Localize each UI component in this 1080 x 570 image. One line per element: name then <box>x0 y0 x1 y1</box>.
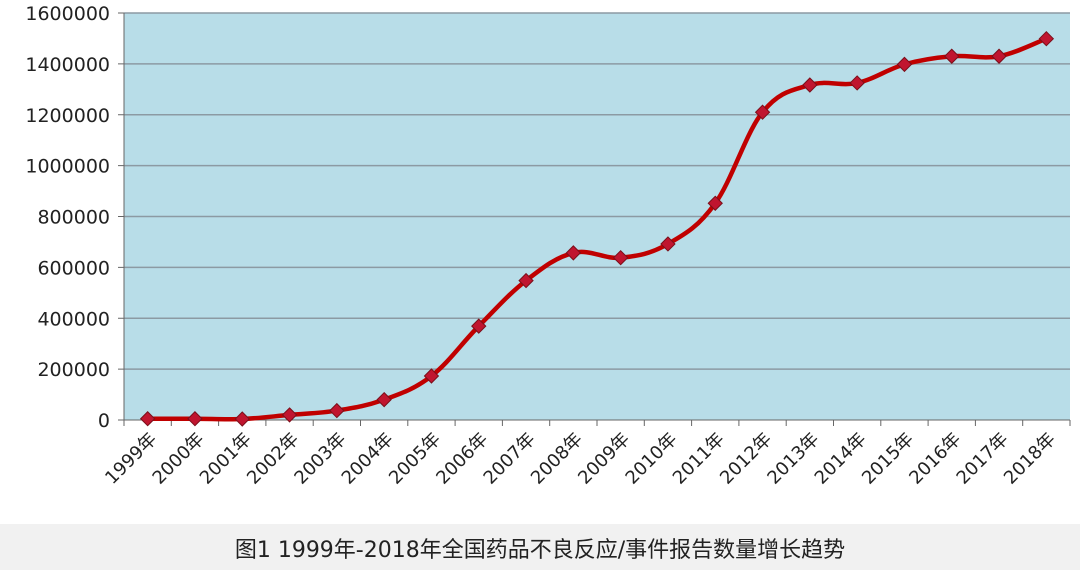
data-point-marker <box>518 272 534 289</box>
x-tick-label: 2014年 <box>811 429 871 489</box>
x-tick-label: 2013年 <box>763 429 823 489</box>
y-tick-label: 1600000 <box>25 3 110 25</box>
y-tick-label: 200000 <box>37 359 110 381</box>
gridlines <box>118 12 1070 421</box>
x-tick-label: 2015年 <box>858 429 918 489</box>
y-axis-tick-labels: 0 200000 400000 600000 800000 1000000 1200000 1… <box>25 3 110 432</box>
y-tick-label: 1400000 <box>25 54 110 76</box>
data-point-marker <box>707 195 723 211</box>
x-tick-label: 2004年 <box>338 429 398 489</box>
y-tick-label: 1200000 <box>25 105 110 127</box>
x-tick-label: 2010年 <box>622 429 682 489</box>
data-point-marker <box>423 368 440 384</box>
x-tick-label: 2002年 <box>243 429 303 489</box>
data-point-marker <box>896 56 913 73</box>
x-tick-label: 2012年 <box>716 429 776 489</box>
data-point-marker <box>754 104 771 120</box>
x-axis-tick-labels: 1999年2000年2001年2002年2003年2004年2005年2006年… <box>101 429 1060 489</box>
data-point-marker <box>281 407 298 423</box>
axes <box>123 13 1071 426</box>
x-tick-label: 2011年 <box>669 429 729 489</box>
data-point-marker <box>1038 30 1055 47</box>
x-tick-label: 2005年 <box>385 429 445 489</box>
data-point-marker <box>565 245 582 261</box>
x-tick-label: 2003年 <box>290 429 350 489</box>
data-point-marker <box>944 48 960 64</box>
y-tick-label: 600000 <box>37 257 110 279</box>
series-path <box>147 36 1048 422</box>
x-tick-label: 2000年 <box>149 429 209 489</box>
data-point-marker <box>849 75 865 91</box>
data-point-marker <box>991 48 1007 64</box>
x-tick-label: 1999年 <box>101 429 161 489</box>
data-point-marker <box>376 391 392 408</box>
x-tick-label: 2008年 <box>527 429 587 489</box>
line-chart: 0 200000 400000 600000 800000 1000000 1200000 1… <box>25 3 1071 489</box>
series-markers <box>139 30 1055 427</box>
data-point-marker <box>187 411 203 427</box>
data-point-marker <box>612 250 629 266</box>
x-tick-label: 2007年 <box>480 429 540 489</box>
figure-caption: 图1 1999年-2018年全国药品不良反应/事件报告数量增长趋势 <box>234 538 846 563</box>
y-tick-label: 0 <box>98 410 110 432</box>
y-tick-label: 800000 <box>37 207 110 229</box>
caption-band: 图1 1999年-2018年全国药品不良反应/事件报告数量增长趋势 <box>0 524 1080 570</box>
data-point-marker <box>139 411 156 427</box>
y-tick-label: 400000 <box>37 308 110 330</box>
x-tick-label: 2009年 <box>574 429 634 489</box>
data-point-marker <box>660 236 676 252</box>
x-tick-label: 2016年 <box>905 429 965 489</box>
series-line <box>147 36 1048 422</box>
x-tick-label: 2018年 <box>1000 429 1060 489</box>
data-point-marker <box>802 77 818 93</box>
x-tick-label: 2006年 <box>432 429 492 489</box>
data-point-marker <box>471 318 487 334</box>
data-point-marker <box>329 402 345 419</box>
x-tick-label: 2001年 <box>196 429 256 489</box>
data-point-marker <box>234 411 250 427</box>
y-tick-label: 1000000 <box>25 156 110 178</box>
x-tick-label: 2017年 <box>953 429 1013 489</box>
